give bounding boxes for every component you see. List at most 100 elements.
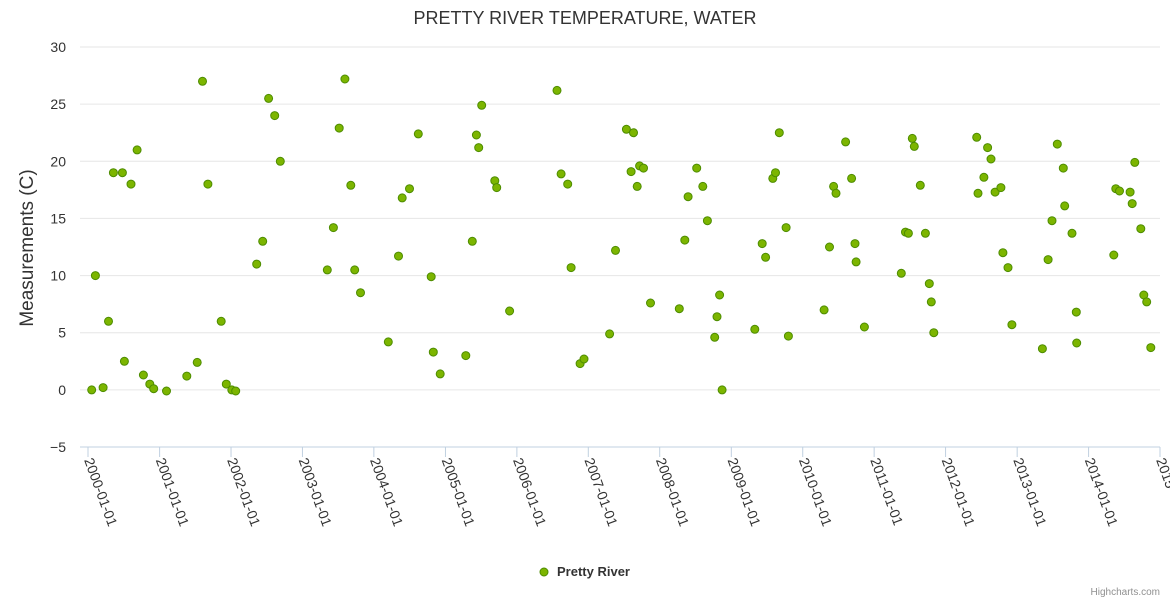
data-point[interactable] (674, 304, 684, 314)
data-point[interactable] (819, 305, 829, 315)
data-point[interactable] (920, 228, 930, 238)
data-point[interactable] (203, 179, 213, 189)
data-point[interactable] (252, 259, 262, 269)
data-point[interactable] (825, 242, 834, 252)
data-point[interactable] (973, 188, 983, 198)
data-point[interactable] (1071, 307, 1081, 317)
data-point[interactable] (138, 370, 148, 380)
data-point[interactable] (629, 128, 638, 138)
data-point[interactable] (275, 156, 285, 166)
data-point[interactable] (1130, 157, 1140, 167)
data-point[interactable] (334, 123, 344, 133)
data-point[interactable] (639, 163, 648, 173)
data-point[interactable] (1125, 187, 1135, 197)
data-point[interactable] (783, 331, 793, 341)
data-point[interactable] (1052, 139, 1062, 149)
data-point[interactable] (90, 271, 100, 281)
data-point[interactable] (566, 263, 576, 273)
data-point[interactable] (162, 386, 171, 396)
data-point[interactable] (761, 252, 771, 262)
data-point[interactable] (717, 385, 727, 395)
data-point[interactable] (579, 354, 589, 364)
data-point[interactable] (715, 290, 725, 300)
data-point[interactable] (983, 143, 993, 153)
data-point[interactable] (413, 129, 423, 139)
data-point[interactable] (467, 236, 477, 246)
data-point[interactable] (1072, 338, 1082, 348)
data-point[interactable] (702, 216, 712, 226)
data-point[interactable] (847, 173, 857, 183)
data-point[interactable] (1142, 297, 1152, 307)
data-point[interactable] (264, 93, 274, 103)
data-point[interactable] (350, 265, 360, 275)
data-point[interactable] (198, 76, 207, 86)
data-point[interactable] (192, 357, 202, 367)
data-point[interactable] (1115, 186, 1124, 196)
data-point[interactable] (270, 111, 280, 121)
data-point[interactable] (850, 239, 860, 249)
data-point[interactable] (104, 316, 113, 326)
data-point[interactable] (907, 133, 917, 143)
legend-label-pretty-river[interactable]: Pretty River (557, 564, 630, 579)
data-point[interactable] (1003, 263, 1013, 273)
data-point[interactable] (680, 235, 690, 245)
data-point[interactable] (556, 169, 566, 179)
data-point[interactable] (563, 179, 573, 189)
data-point[interactable] (149, 384, 159, 394)
data-point[interactable] (929, 328, 939, 338)
data-point[interactable] (859, 322, 869, 332)
data-point[interactable] (397, 193, 407, 203)
data-point[interactable] (1146, 343, 1156, 353)
data-point[interactable] (405, 184, 414, 194)
data-points[interactable] (87, 74, 1156, 396)
data-point[interactable] (781, 223, 791, 233)
data-point[interactable] (710, 332, 720, 342)
data-point[interactable] (505, 306, 515, 316)
data-point[interactable] (221, 379, 231, 389)
data-point[interactable] (831, 188, 841, 198)
data-point[interactable] (1060, 201, 1070, 211)
data-point[interactable] (87, 385, 97, 395)
data-point[interactable] (1047, 216, 1057, 226)
legend[interactable]: Pretty River (539, 564, 630, 579)
data-point[interactable] (182, 371, 192, 381)
data-point[interactable] (632, 181, 642, 191)
data-point[interactable] (132, 145, 142, 155)
data-point[interactable] (552, 85, 562, 95)
data-point[interactable] (346, 180, 356, 190)
data-point[interactable] (903, 228, 913, 238)
data-point[interactable] (1067, 228, 1077, 238)
data-point[interactable] (698, 181, 708, 191)
data-point[interactable] (216, 316, 226, 326)
data-point[interactable] (972, 132, 982, 142)
data-point[interactable] (98, 383, 108, 393)
data-point[interactable] (426, 272, 436, 282)
data-point[interactable] (996, 183, 1006, 193)
data-point[interactable] (322, 265, 332, 275)
data-point[interactable] (896, 268, 906, 278)
data-point[interactable] (605, 329, 615, 339)
data-point[interactable] (1127, 199, 1137, 209)
data-point[interactable] (998, 248, 1008, 258)
data-point[interactable] (126, 179, 136, 189)
data-point[interactable] (841, 137, 851, 147)
credits-link[interactable]: Highcharts.com (1091, 587, 1160, 598)
data-point[interactable] (986, 154, 996, 164)
data-point[interactable] (1058, 163, 1068, 173)
data-point[interactable] (356, 288, 365, 298)
data-point[interactable] (108, 168, 118, 178)
data-point[interactable] (692, 163, 702, 173)
data-point[interactable] (926, 297, 936, 307)
data-point[interactable] (1109, 250, 1119, 260)
data-point[interactable] (1007, 320, 1017, 330)
data-point[interactable] (990, 187, 1000, 197)
data-point[interactable] (646, 298, 655, 308)
data-point[interactable] (1043, 255, 1053, 265)
data-point[interactable] (474, 143, 484, 153)
data-point[interactable] (771, 168, 780, 178)
data-point[interactable] (750, 324, 760, 334)
data-point[interactable] (757, 239, 767, 249)
data-point[interactable] (328, 223, 338, 233)
data-point[interactable] (909, 141, 919, 151)
data-point[interactable] (383, 337, 393, 347)
